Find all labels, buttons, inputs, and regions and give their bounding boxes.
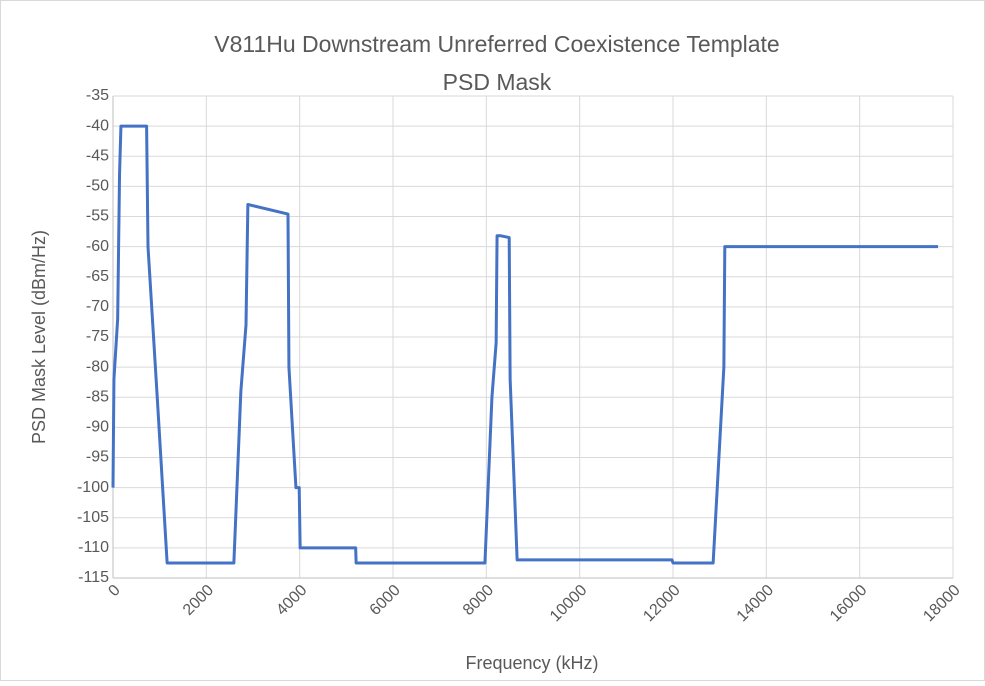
y-tick-label: -55 [86,208,109,225]
y-tick-label: -95 [86,449,109,466]
y-tick-label: -40 [86,117,109,134]
y-tick-label: -110 [78,539,109,556]
chart-title: PSD Mask [443,69,552,95]
y-tick-label: -45 [86,147,109,164]
y-axis-title: PSD Mask Level (dBm/Hz) [29,230,49,444]
x-axis-title: Frequency (kHz) [465,653,598,673]
data-line [111,124,939,565]
y-tick-label: -105 [77,509,109,526]
y-tick-label: -60 [86,238,109,255]
y-tick-label: -90 [86,419,109,436]
y-tick-label: -50 [86,178,109,195]
y-tick-label: -70 [86,298,109,315]
chart-title: V811Hu Downstream Unreferred Coexistence… [214,31,779,57]
y-tick-label: -80 [86,358,109,375]
y-tick-label: -65 [86,268,109,285]
y-tick-label: -75 [86,328,109,345]
y-tick-label: -100 [77,479,109,496]
y-tick-label: -35 [86,87,109,104]
y-tick-label: -115 [78,569,109,586]
y-tick-label: -85 [86,388,109,405]
